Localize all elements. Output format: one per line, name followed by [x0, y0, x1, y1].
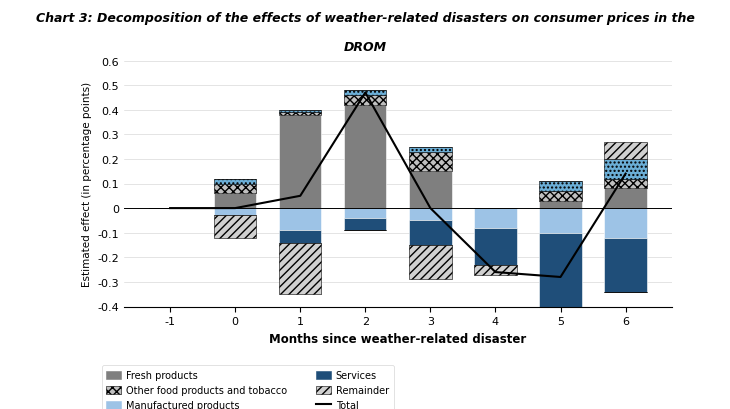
- Bar: [474, 265, 517, 275]
- Bar: [279, 113, 321, 115]
- Bar: [474, 209, 517, 228]
- Bar: [604, 179, 647, 189]
- Bar: [539, 201, 582, 209]
- Bar: [344, 91, 386, 96]
- Bar: [344, 218, 386, 231]
- Bar: [279, 231, 321, 243]
- Bar: [279, 110, 321, 113]
- Bar: [279, 243, 321, 294]
- X-axis label: Months since weather-related disaster: Months since weather-related disaster: [269, 332, 526, 345]
- Bar: [344, 209, 386, 218]
- Bar: [214, 194, 256, 209]
- Bar: [474, 228, 517, 265]
- Bar: [279, 209, 321, 231]
- Legend: Fresh products, Other food products and tobacco, Manufactured products, Energy, : Fresh products, Other food products and …: [101, 366, 393, 409]
- Bar: [539, 209, 582, 233]
- Bar: [604, 189, 647, 209]
- Bar: [604, 238, 647, 292]
- Bar: [344, 106, 386, 209]
- Bar: [604, 160, 647, 179]
- Y-axis label: Estimated effect (in percentage points): Estimated effect (in percentage points): [82, 82, 92, 286]
- Bar: [604, 209, 647, 238]
- Bar: [539, 182, 582, 191]
- Bar: [410, 172, 452, 209]
- Text: Chart 3: Decomposition of the effects of weather-related disasters on consumer p: Chart 3: Decomposition of the effects of…: [36, 12, 694, 25]
- Bar: [214, 179, 256, 184]
- Bar: [410, 152, 452, 172]
- Bar: [604, 142, 647, 160]
- Bar: [214, 216, 256, 238]
- Bar: [539, 191, 582, 201]
- Bar: [410, 147, 452, 152]
- Bar: [279, 115, 321, 209]
- Text: DROM: DROM: [343, 41, 387, 54]
- Bar: [539, 233, 582, 312]
- Bar: [410, 209, 452, 221]
- Bar: [410, 221, 452, 245]
- Bar: [214, 209, 256, 216]
- Bar: [344, 96, 386, 106]
- Bar: [214, 184, 256, 194]
- Bar: [410, 245, 452, 280]
